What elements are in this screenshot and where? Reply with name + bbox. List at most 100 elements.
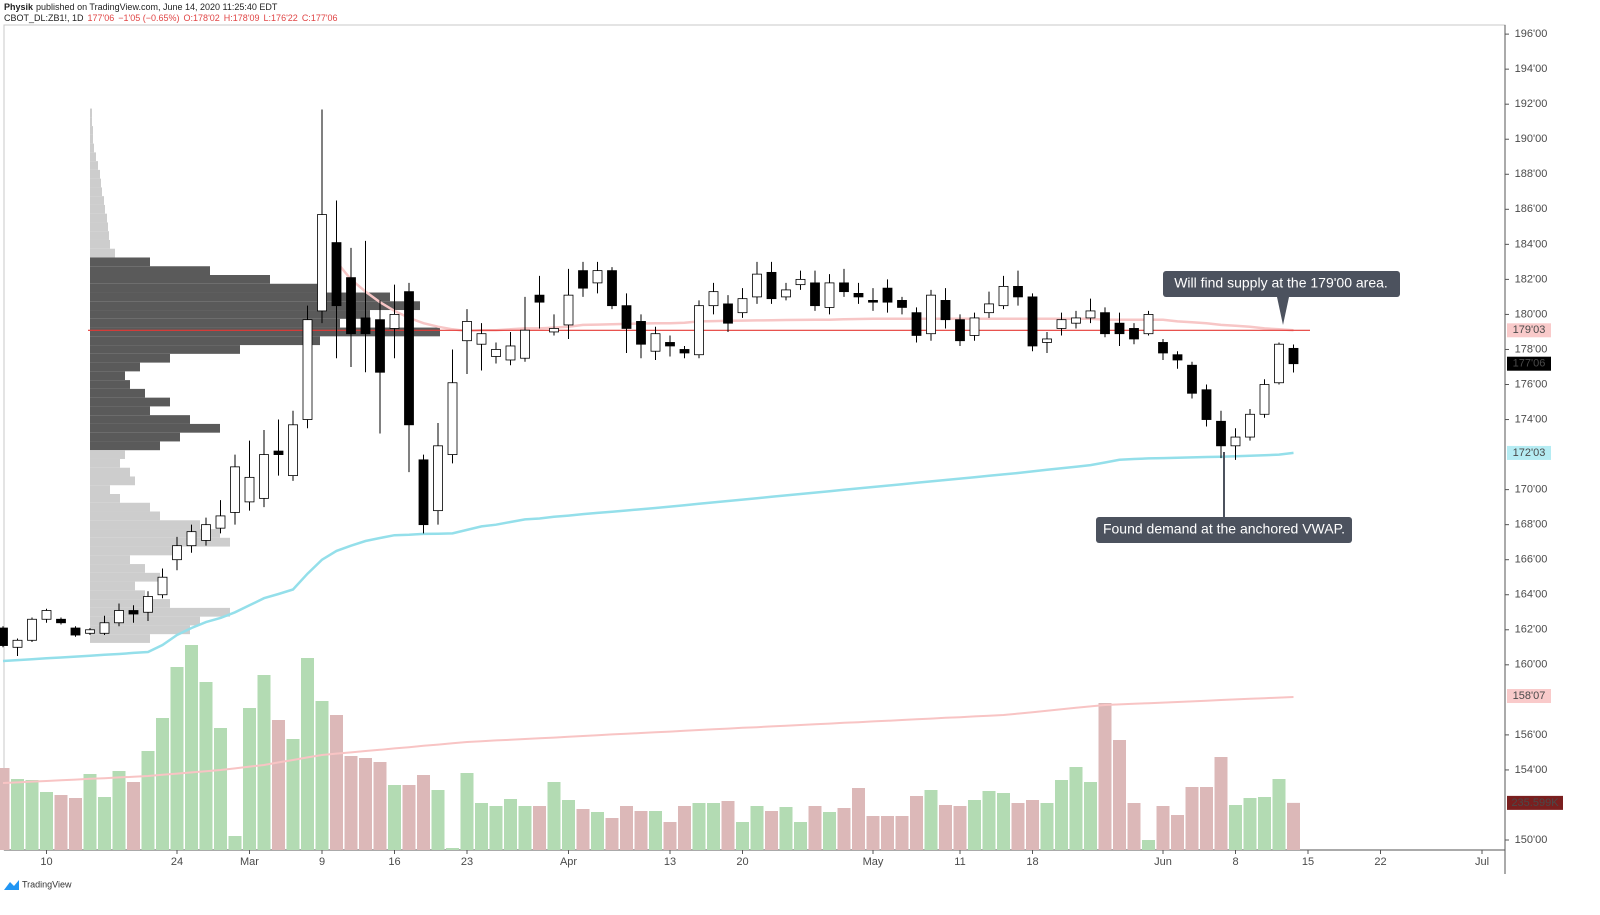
profile-row bbox=[90, 231, 109, 240]
profile-row bbox=[90, 458, 120, 468]
profile-row bbox=[90, 529, 220, 538]
profile-row bbox=[90, 441, 160, 451]
y-tick-label: 180'00 bbox=[1515, 308, 1548, 320]
volume-bar bbox=[1287, 802, 1300, 850]
profile-row bbox=[90, 520, 200, 530]
candle-body bbox=[201, 524, 211, 541]
profile-row bbox=[90, 572, 160, 582]
footer-text: TradingView bbox=[22, 879, 72, 889]
price-tag-label: 179'03 bbox=[1513, 324, 1546, 336]
volume-bar bbox=[823, 812, 836, 850]
volume-bar bbox=[881, 816, 894, 850]
candle-body bbox=[853, 293, 864, 298]
symbol-line: CBOT_DL:ZB1!, 1D 177'06 −1'05 (−0.65%) O:17… bbox=[4, 13, 338, 23]
volume-bar bbox=[1229, 805, 1242, 850]
volume-bar bbox=[1011, 803, 1025, 850]
profile-row bbox=[90, 134, 93, 144]
x-tick-label: 18 bbox=[1026, 856, 1038, 868]
candle-body bbox=[969, 317, 980, 336]
candle-body bbox=[578, 270, 588, 289]
volume-bar bbox=[649, 811, 662, 850]
x-tick-label: 22 bbox=[1374, 856, 1386, 868]
candle-body bbox=[1071, 317, 1081, 324]
candle-body bbox=[0, 627, 8, 646]
candle-body bbox=[810, 282, 820, 307]
profile-row bbox=[90, 117, 92, 127]
volume-bar bbox=[141, 751, 155, 850]
candle-body bbox=[114, 610, 124, 624]
profile-row bbox=[90, 187, 102, 197]
volume-tag bbox=[1507, 795, 1563, 810]
volume-bar bbox=[25, 780, 39, 850]
volume-bar bbox=[489, 806, 503, 850]
volume-bar bbox=[344, 756, 358, 850]
profile-row bbox=[90, 590, 145, 600]
candle-body bbox=[41, 610, 52, 620]
volume-bar bbox=[562, 800, 575, 850]
volume-bar bbox=[721, 801, 735, 850]
y-tick-label: 162'00 bbox=[1515, 624, 1548, 636]
candle-body bbox=[317, 214, 327, 312]
profile-row bbox=[90, 213, 107, 223]
volume-bar bbox=[707, 803, 720, 850]
volume-bar bbox=[953, 806, 967, 850]
logo-icon bbox=[4, 880, 19, 890]
y-tick-label: 190'00 bbox=[1515, 133, 1548, 145]
profile-row bbox=[90, 432, 180, 442]
candle-body bbox=[360, 317, 371, 335]
x-tick-label: Apr bbox=[560, 856, 577, 868]
candle-body bbox=[70, 627, 81, 636]
candle-body bbox=[940, 300, 951, 321]
candle-body bbox=[1158, 342, 1168, 354]
y-tick-label: 176'00 bbox=[1515, 378, 1548, 390]
y-tick-label: 186'00 bbox=[1515, 203, 1548, 215]
profile-row bbox=[90, 476, 135, 486]
price-tag-label: 177'06 bbox=[1513, 358, 1546, 370]
x-tick-label: Mar bbox=[240, 856, 259, 868]
annotation-text: Found demand at the anchored VWAP. bbox=[1103, 521, 1345, 537]
profile-row bbox=[90, 345, 240, 354]
candle-body bbox=[404, 291, 414, 426]
profile-row bbox=[90, 415, 190, 424]
profile-row bbox=[90, 423, 220, 433]
price-tag bbox=[1507, 445, 1551, 460]
y-tick-label: 156'00 bbox=[1515, 729, 1548, 741]
volume-bar bbox=[373, 762, 387, 850]
x-tick-label: Jun bbox=[1154, 856, 1172, 868]
volume-bar bbox=[315, 701, 329, 850]
volume-bar bbox=[199, 682, 213, 850]
candle-body bbox=[1230, 436, 1241, 447]
high: H:178'09 bbox=[224, 13, 260, 23]
candle-body bbox=[1201, 389, 1212, 420]
profile-row bbox=[90, 581, 135, 591]
candle-body bbox=[172, 545, 182, 561]
candle-body bbox=[679, 349, 690, 354]
volume-bar bbox=[692, 803, 706, 850]
profile-row bbox=[90, 257, 150, 267]
profile-row bbox=[90, 327, 440, 337]
candle-body bbox=[1245, 413, 1255, 438]
candle-body bbox=[505, 345, 516, 361]
profile-row bbox=[90, 634, 150, 643]
volume-bar bbox=[1200, 787, 1213, 850]
volume-bar bbox=[257, 675, 271, 850]
volume-bar bbox=[968, 800, 981, 850]
candle-body bbox=[1114, 322, 1125, 335]
profile-row bbox=[90, 625, 190, 635]
profile-row bbox=[90, 283, 320, 293]
profile-row bbox=[90, 266, 210, 276]
profile-row bbox=[90, 397, 170, 407]
plot-layers bbox=[0, 108, 1310, 850]
volume-bar bbox=[40, 792, 53, 850]
volume-bar bbox=[895, 816, 909, 850]
volume-bar bbox=[112, 771, 126, 850]
volume-bar bbox=[1258, 797, 1271, 850]
volume-bar bbox=[402, 785, 416, 850]
volume-bar bbox=[997, 793, 1010, 850]
volume-bar bbox=[1272, 779, 1286, 850]
profile-row bbox=[90, 362, 140, 372]
candle-body bbox=[259, 454, 269, 499]
x-tick-label: 11 bbox=[954, 856, 965, 868]
indicator-line bbox=[2, 451, 1294, 663]
y-tick-label: 194'00 bbox=[1515, 63, 1548, 75]
